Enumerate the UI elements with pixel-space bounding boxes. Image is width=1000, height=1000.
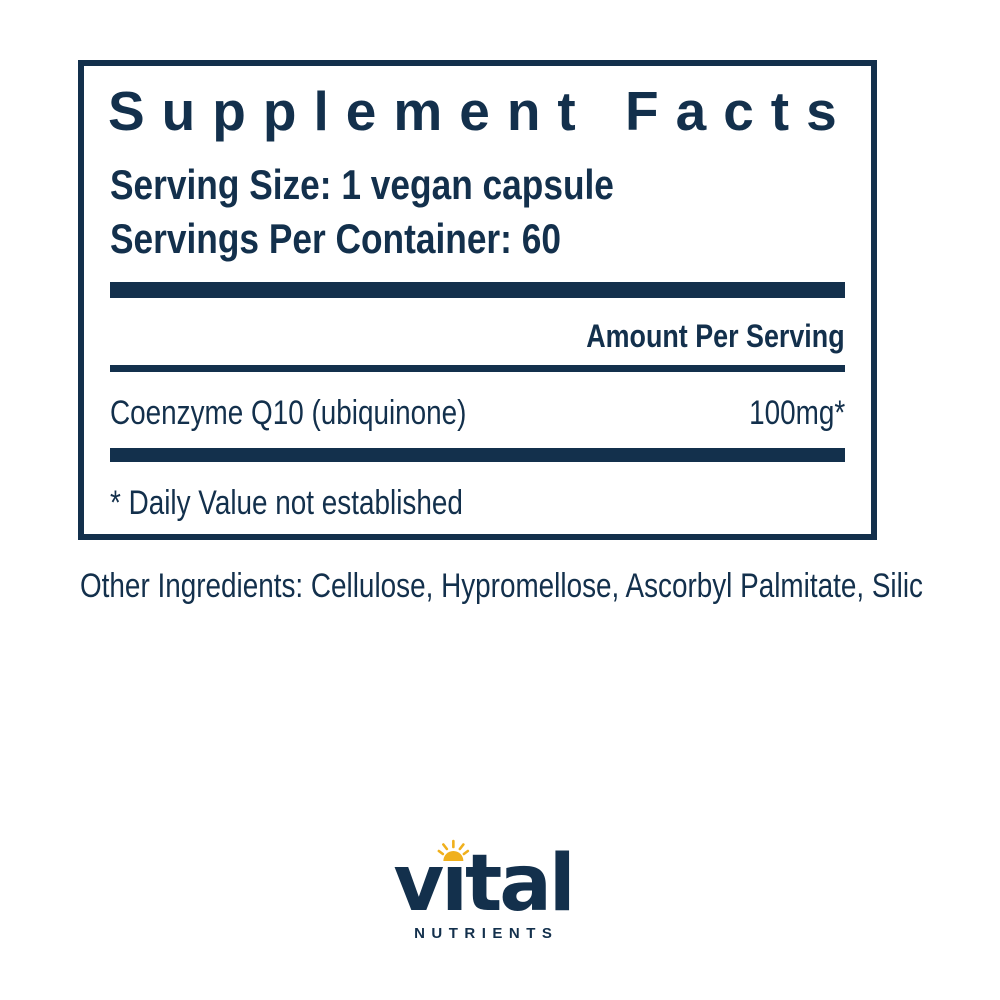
amount-per-serving-text: Amount Per Serving [586, 318, 845, 354]
supplement-facts-panel: Supplement Facts Serving Size: 1 vegan c… [78, 60, 877, 540]
panel-title: Supplement Facts [108, 80, 854, 142]
other-ingredients-text: Other Ingredients: Cellulose, Hypromello… [80, 567, 923, 605]
other-ingredients: Other Ingredients: Cellulose, Hypromello… [80, 567, 1000, 605]
sun-icon [437, 839, 469, 861]
daily-value-footnote: * Daily Value not established [110, 486, 540, 520]
brand-letter-i-wrap: ı [437, 839, 469, 923]
brand-tagline: NUTRIENTS [414, 925, 559, 942]
serving-size-text: Serving Size: 1 vegan capsule [110, 161, 614, 208]
brand-name: v ıtal [393, 839, 576, 923]
divider-thick-bottom [110, 448, 845, 462]
ingredient-name: Coenzyme Q10 (ubiquinone) [110, 394, 467, 432]
brand-letter-v: v [393, 839, 444, 929]
divider-thick-top [110, 282, 845, 298]
amount-per-serving-header: Amount Per Serving [537, 320, 845, 352]
brand-letters-tal: tal [464, 839, 576, 929]
divider-thin [110, 365, 845, 372]
brand-logo: v ıtal NUTRIENTS [393, 839, 576, 942]
serving-size-line: Serving Size: 1 vegan capsule [110, 164, 710, 206]
ingredient-amount: 100mg* [748, 394, 845, 432]
servings-per-container-line: Servings Per Container: 60 [110, 218, 647, 260]
servings-per-container-text: Servings Per Container: 60 [110, 215, 561, 262]
ingredient-row: Coenzyme Q10 (ubiquinone) 100mg* [110, 396, 845, 430]
daily-value-footnote-text: * Daily Value not established [110, 484, 463, 522]
